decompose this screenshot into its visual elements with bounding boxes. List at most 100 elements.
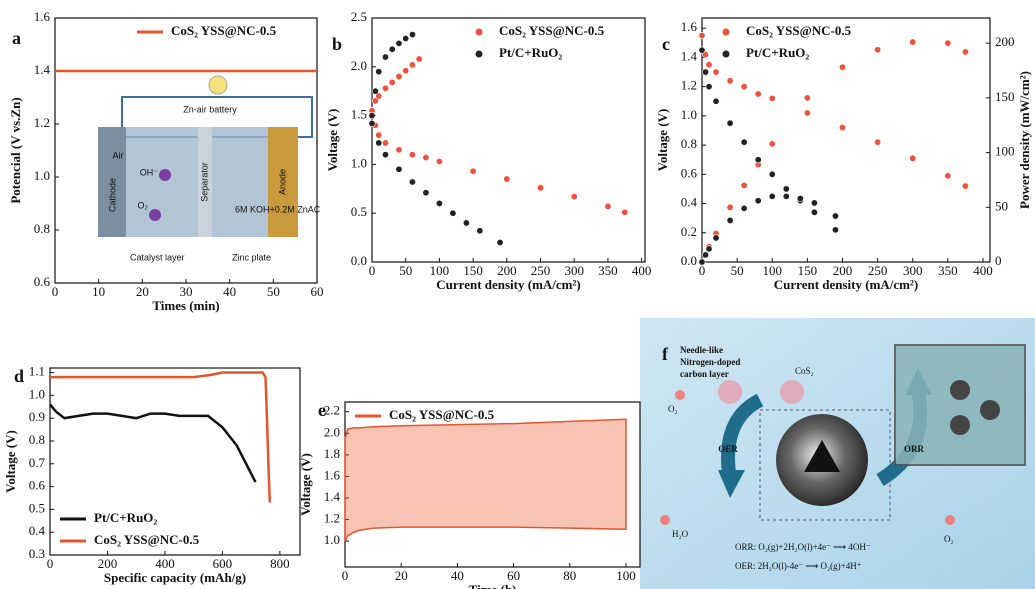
data-point <box>368 112 376 120</box>
data-point <box>402 67 410 75</box>
data-point <box>740 138 748 146</box>
panel-letter: a <box>12 28 21 48</box>
data-point <box>838 124 846 132</box>
data-point <box>726 216 734 224</box>
diagram-label: ORR <box>904 444 925 454</box>
diagram-label: O₂ <box>944 534 954 544</box>
data-point <box>726 77 734 85</box>
x-axis-title: Times (min) <box>152 298 219 313</box>
y2-tick-label: 50 <box>995 198 1008 213</box>
bulb <box>208 75 228 95</box>
data-point <box>874 46 882 54</box>
oer-arrow <box>721 393 764 482</box>
data-point <box>371 87 379 95</box>
x-axis-title: Current density (mA/cm²) <box>774 277 918 292</box>
panel-letter: b <box>332 34 342 54</box>
data-point <box>768 192 776 200</box>
data-point <box>462 219 470 227</box>
data-point <box>469 167 477 175</box>
y-tick-label: 2.0 <box>351 58 367 73</box>
inset-label: OH⁻ <box>140 167 159 177</box>
data-point <box>402 34 410 42</box>
y-tick-label: 0.8 <box>681 136 697 151</box>
data-point <box>909 38 917 46</box>
data-point <box>388 78 396 86</box>
data-point <box>782 192 790 200</box>
x-tick-label: 50 <box>399 263 412 278</box>
data-point <box>375 68 383 76</box>
data-point <box>705 61 713 69</box>
data-point <box>408 61 416 69</box>
diagram-label: carbon layer <box>680 369 729 379</box>
y-tick-label: 1.6 <box>324 467 341 482</box>
y-tick-label: 0.5 <box>351 204 367 219</box>
data-point <box>803 94 811 102</box>
data-point <box>408 31 416 39</box>
data-point <box>621 208 629 216</box>
x-tick-label: 200 <box>98 556 118 571</box>
panel-letter: f <box>662 344 669 364</box>
data-point <box>740 204 748 212</box>
x-tick-label: 40 <box>223 284 236 299</box>
data-point <box>944 39 952 47</box>
data-point <box>838 63 846 71</box>
inset-label: O₂ <box>138 200 149 210</box>
x-tick-label: 0 <box>699 263 706 278</box>
y-tick-label: 0.9 <box>29 409 45 424</box>
x-tick-label: 0 <box>342 568 349 583</box>
data-point <box>961 48 969 56</box>
data-point <box>503 175 511 183</box>
x-tick-label: 150 <box>463 263 483 278</box>
data-point <box>698 258 706 266</box>
y-tick-label: 0.3 <box>29 546 45 561</box>
data-point <box>395 146 403 154</box>
data-point <box>702 68 710 76</box>
battery-hole <box>980 400 1000 420</box>
legend-label: CoS₂ YSS@NC-0.5 <box>389 407 495 422</box>
x-tick-label: 20 <box>395 568 408 583</box>
o2-molecule <box>945 515 955 525</box>
y-tick-label: 1.4 <box>681 48 698 63</box>
diagram-label: H₂O <box>672 529 689 539</box>
data-point <box>909 154 917 162</box>
y-axis-title: Voltage (V) <box>655 109 670 172</box>
data-point <box>375 131 383 139</box>
battery-hole <box>950 415 970 435</box>
data-point <box>698 32 706 40</box>
legend-label: CoS₂ YSS@NC-0.5 <box>94 532 200 547</box>
legend-label: CoS₂ YSS@NC-0.5 <box>499 23 605 38</box>
data-point <box>810 208 818 216</box>
battery-box <box>894 344 1026 466</box>
data-point <box>705 83 713 91</box>
y-tick-label: 0.0 <box>351 253 367 268</box>
x-axis-title: Current density (mA/cm²) <box>436 277 580 292</box>
y-axis-title: Potencial (V vs.Zn) <box>8 97 23 203</box>
inset-label: Air <box>113 150 124 160</box>
sphere-core <box>804 440 840 472</box>
cycling-band <box>344 418 627 542</box>
y2-tick-label: 0 <box>995 253 1002 268</box>
cos2-particle <box>718 380 742 404</box>
data-point <box>415 55 423 63</box>
plot-frame <box>701 17 991 263</box>
y-tick-label: 2.5 <box>351 9 367 24</box>
diagram-label: CoS₂ <box>795 366 814 376</box>
anode <box>268 127 298 237</box>
y-tick-label: 1.0 <box>29 386 45 401</box>
y2-tick-label: 150 <box>995 89 1015 104</box>
y-tick-label: 1.2 <box>681 78 697 93</box>
data-point <box>422 154 430 162</box>
inset-label: Anode <box>277 169 287 195</box>
data-point <box>496 238 504 246</box>
y-tick-label: 1.0 <box>681 107 697 122</box>
data-point <box>371 97 379 105</box>
x-tick-label: 0 <box>47 556 54 571</box>
x-tick-label: 100 <box>616 568 636 583</box>
legend-marker <box>475 28 483 36</box>
data-point <box>395 73 403 81</box>
separator <box>198 127 212 237</box>
x-tick-label: 350 <box>598 263 618 278</box>
diagram-label: OER: 2H₂O(l)-4e⁻ ⟶ O₂(g)+4H⁺ <box>735 561 862 571</box>
data-point <box>435 199 443 207</box>
y-tick-label: 0.8 <box>29 432 45 447</box>
